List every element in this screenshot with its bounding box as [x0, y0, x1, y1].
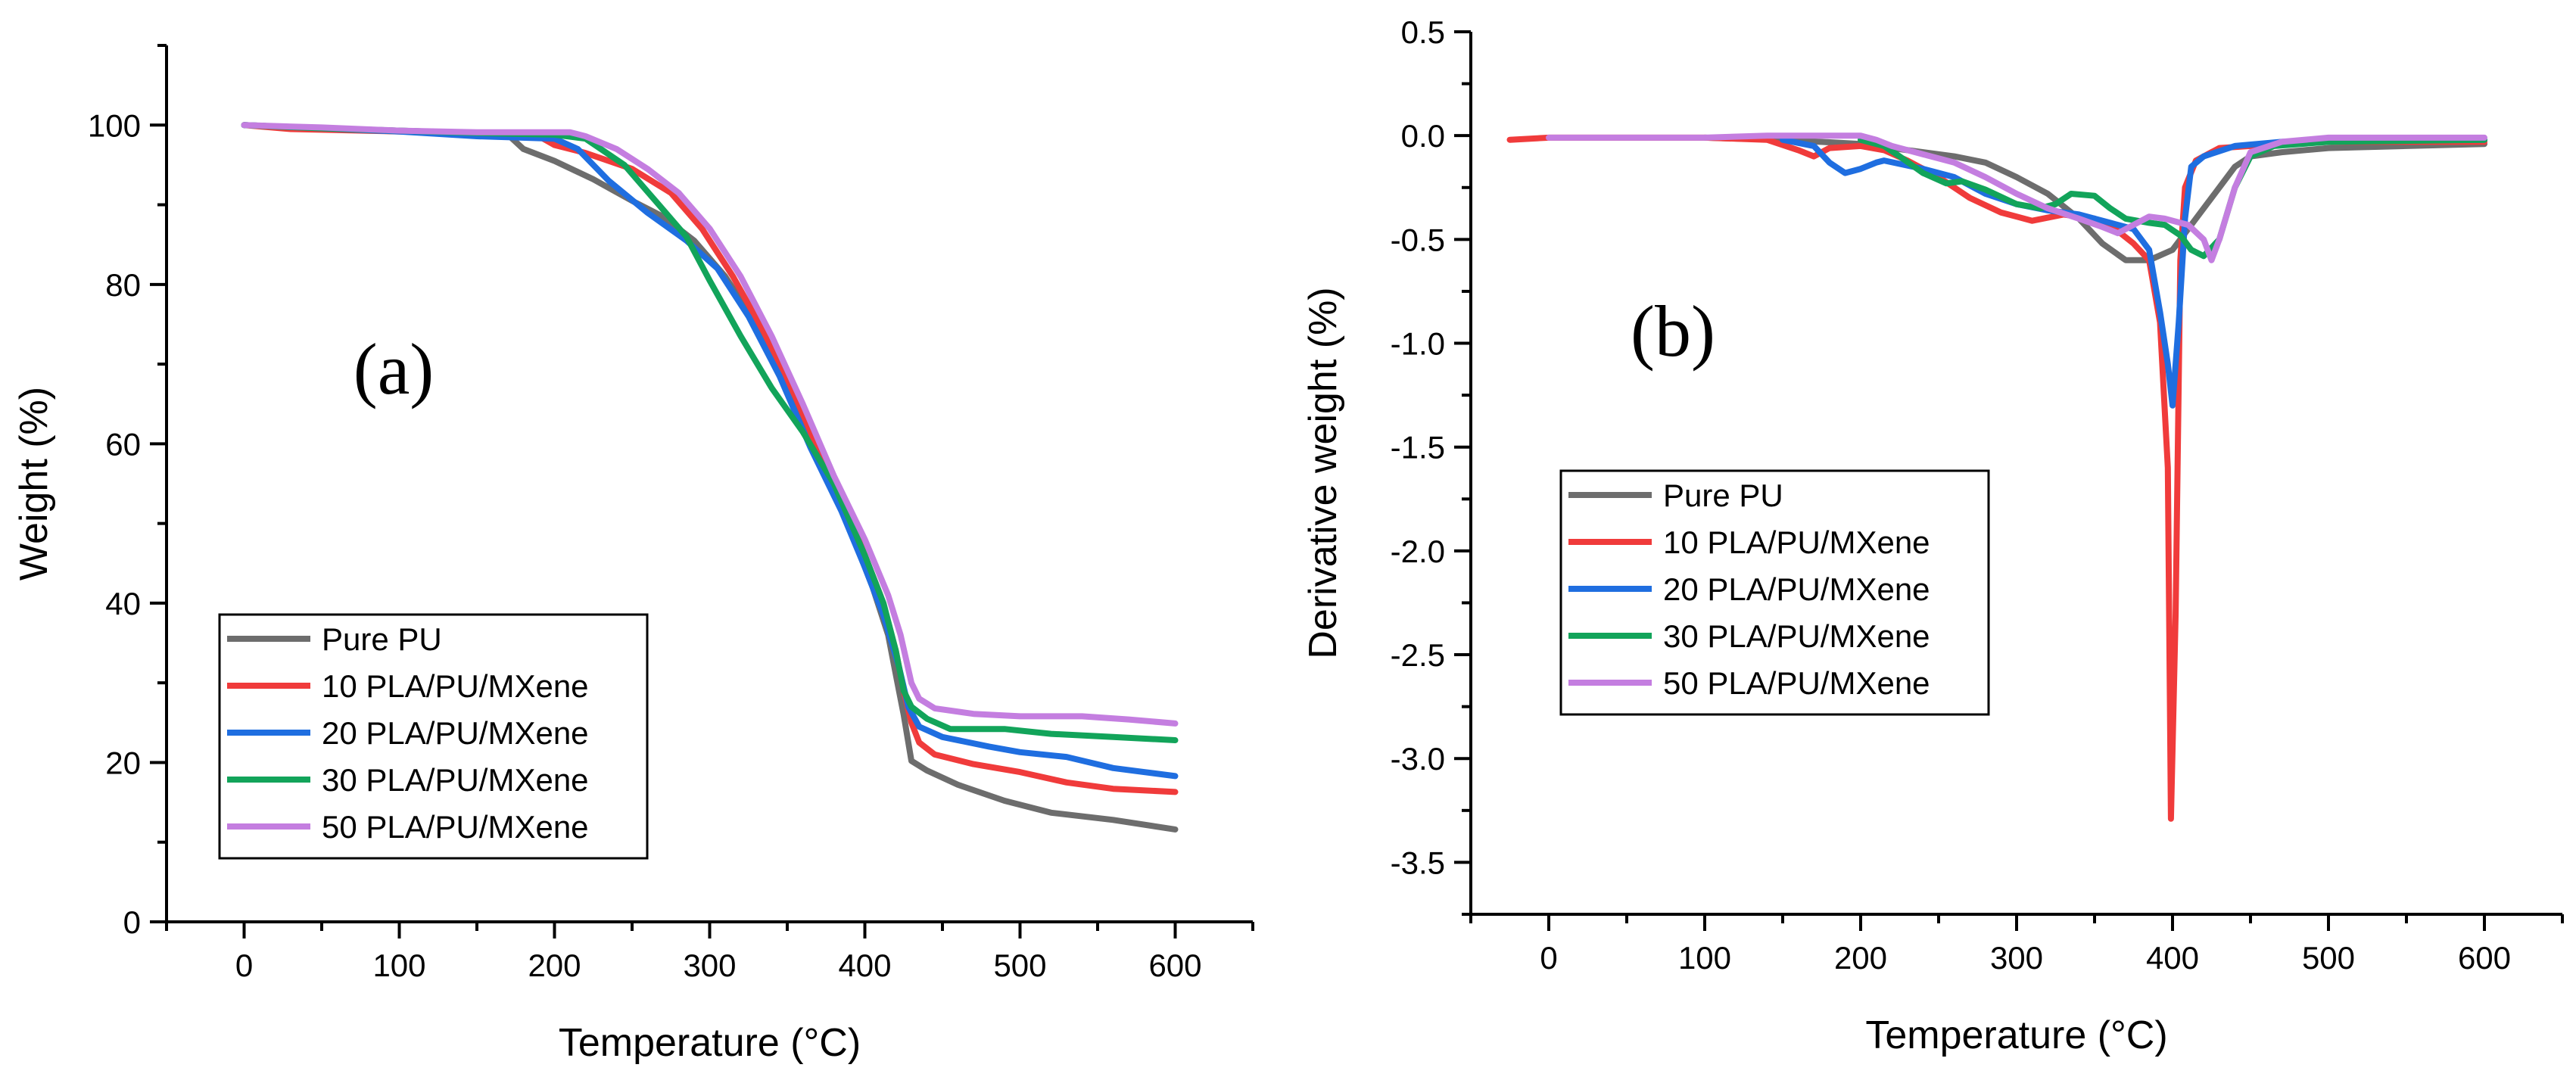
y-tick-label: 20 — [105, 745, 141, 780]
series-line-50-pla-pu-mxene — [1546, 132, 2487, 263]
panel-b-series — [1506, 132, 2487, 822]
panel-b-legend-box — [1559, 469, 1990, 716]
y-tick-label: 0 — [123, 904, 141, 940]
x-tick-label: 500 — [993, 948, 1046, 983]
x-tick-label: 400 — [838, 948, 891, 983]
x-tick-label: 600 — [2458, 940, 2511, 976]
x-tick-label: 600 — [1148, 948, 1201, 983]
y-tick-label: 100 — [88, 107, 141, 143]
x-tick-label: 300 — [683, 948, 736, 983]
panel-a-weight-chart: 0 100 200 300 400 500 600 0 20 40 60 80 100 (a) Temp… — [12, 44, 1254, 1065]
panel-b-x-axis-title: Temperature (°C) — [1865, 1013, 2167, 1057]
y-tick-label: -2.5 — [1391, 637, 1445, 673]
panel-a-label: (a) — [354, 328, 435, 409]
y-tick-label: 80 — [105, 267, 141, 303]
panel-a-y-axis-title: Weight (%) — [12, 387, 56, 581]
y-tick-label: 40 — [105, 586, 141, 621]
y-tick-label: -3.0 — [1391, 741, 1445, 777]
panel-b-label: (b) — [1631, 291, 1715, 372]
legend-label: 20 PLA/PU/MXene — [1663, 571, 1930, 607]
series-line-20-pla-pu-mxene — [1780, 136, 2487, 409]
legend-label: 20 PLA/PU/MXene — [322, 715, 589, 751]
legend-label: 30 PLA/PU/MXene — [322, 762, 589, 798]
legend-label: 10 PLA/PU/MXene — [322, 668, 589, 704]
y-tick-label: 0.5 — [1401, 14, 1445, 50]
panel-b-derivative-chart: 0 100 200 300 400 500 600 0.5 0.0 -0.5 -1.0 -1.5 -2.… — [1301, 14, 2564, 1057]
y-tick-label: -2.0 — [1391, 534, 1445, 569]
y-tick-label: 0.0 — [1401, 118, 1445, 154]
panel-a-x-axis-title: Temperature (°C) — [559, 1021, 861, 1065]
panel-a-legend: Pure PU 10 PLA/PU/MXene 20 PLA/PU/MXene 30 … — [218, 613, 649, 860]
x-tick-label: 100 — [1678, 940, 1731, 976]
y-tick-label: 60 — [105, 426, 141, 462]
panel-b-legend: Pure PU 10 PLA/PU/MXene 20 PLA/PU/MXene 30 … — [1559, 469, 1990, 716]
x-tick-label: 300 — [1990, 940, 2043, 976]
legend-label: 10 PLA/PU/MXene — [1663, 524, 1930, 560]
x-tick-label: 100 — [372, 948, 425, 983]
y-tick-label: -1.5 — [1391, 430, 1445, 465]
y-tick-label: -1.0 — [1391, 326, 1445, 362]
series-line-50-pla-pu-mxene — [241, 122, 1179, 727]
x-tick-label: 0 — [235, 948, 253, 983]
legend-label: Pure PU — [1663, 478, 1783, 513]
panel-a-series — [241, 122, 1179, 833]
x-tick-label: 400 — [2146, 940, 2199, 976]
panel-b-ticks: 0 100 200 300 400 500 600 0.5 0.0 -0.5 -1.0 -1.5 -2.… — [1391, 14, 2564, 976]
x-tick-label: 200 — [1834, 940, 1887, 976]
x-tick-label: 500 — [2302, 940, 2355, 976]
x-tick-label: 200 — [528, 948, 581, 983]
panel-a-legend-box — [218, 613, 649, 860]
y-tick-label: -3.5 — [1391, 845, 1445, 880]
legend-label: Pure PU — [322, 621, 442, 657]
panel-b-y-axis-title: Derivative weight (%) — [1301, 287, 1345, 658]
legend-label: 50 PLA/PU/MXene — [322, 809, 589, 845]
y-tick-label: -0.5 — [1391, 222, 1445, 257]
panel-a-ticks: 0 100 200 300 400 500 600 0 20 40 60 80 100 — [88, 44, 1254, 983]
legend-label: 30 PLA/PU/MXene — [1663, 618, 1930, 654]
legend-label: 50 PLA/PU/MXene — [1663, 665, 1930, 701]
x-tick-label: 0 — [1540, 940, 1557, 976]
